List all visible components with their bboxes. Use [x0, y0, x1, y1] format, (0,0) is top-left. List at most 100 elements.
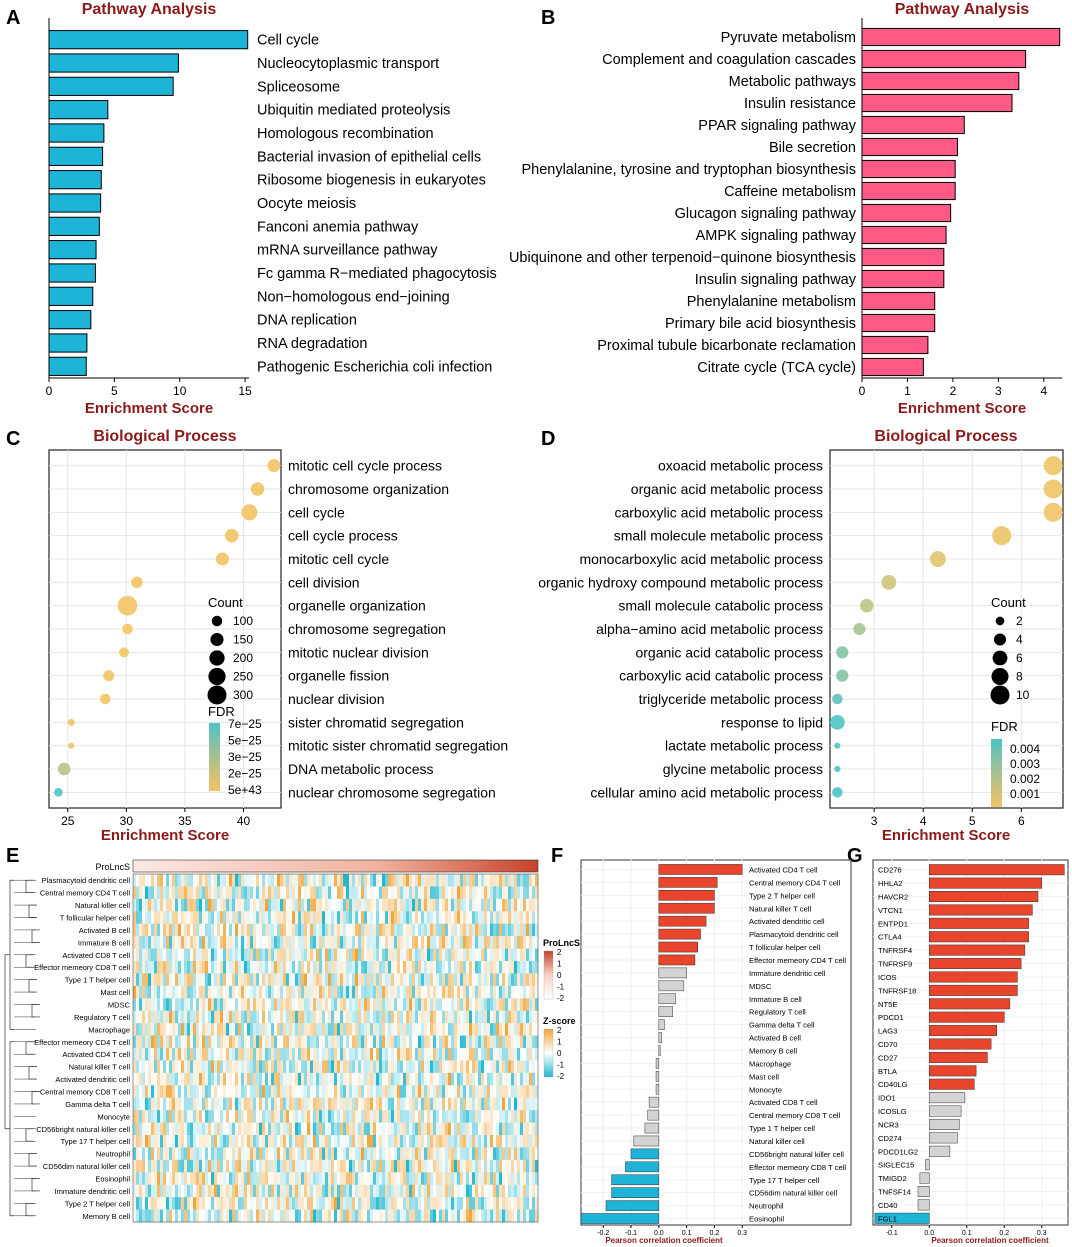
- heat-cell: [346, 1159, 350, 1173]
- heat-cell: [214, 1085, 218, 1099]
- heat-cell: [223, 1023, 227, 1036]
- heat-cell: [508, 874, 512, 887]
- heat-cell: [340, 1209, 344, 1223]
- heat-cell: [295, 1197, 299, 1210]
- data-point: [119, 647, 129, 658]
- heat-cell: [505, 1197, 509, 1210]
- heat-cell: [466, 1159, 470, 1173]
- heat-cell: [421, 1147, 425, 1161]
- heat-cell: [358, 1209, 362, 1223]
- heat-cell: [256, 961, 260, 974]
- heat-cell: [274, 1135, 278, 1148]
- row-label: Activated dendritic cell: [55, 1075, 130, 1084]
- heat-cell: [175, 874, 179, 887]
- heat-cell: [184, 1060, 188, 1074]
- heat-cell: [427, 1172, 431, 1186]
- heat-cell: [220, 1184, 224, 1198]
- heat-cell: [184, 1209, 188, 1223]
- heat-cell: [226, 874, 230, 887]
- heat-cell: [520, 1172, 524, 1186]
- heat-cell: [220, 1147, 224, 1161]
- heat-cell: [187, 961, 191, 974]
- heat-cell: [319, 1184, 323, 1198]
- data-point: [1043, 502, 1063, 522]
- heat-cell: [187, 898, 191, 912]
- heat-cell: [523, 874, 527, 887]
- heat-cell: [193, 898, 197, 912]
- heat-cell: [223, 1072, 227, 1086]
- heat-cell: [481, 1097, 485, 1111]
- heat-cell: [298, 898, 302, 912]
- heat-cell: [133, 874, 137, 887]
- heat-cell: [292, 985, 296, 999]
- heat-cell: [154, 1197, 158, 1210]
- heat-cell: [241, 998, 245, 1012]
- heat-cell: [511, 1172, 515, 1186]
- heat-cell: [418, 886, 422, 900]
- heat-cell: [343, 1060, 347, 1074]
- heat-cell: [481, 1035, 485, 1049]
- zscore-legend-tick: 2: [557, 1026, 562, 1035]
- heat-cell: [427, 1097, 431, 1111]
- heat-cell: [142, 1023, 146, 1036]
- heat-cell: [349, 1209, 353, 1223]
- heat-cell: [367, 1085, 371, 1099]
- heat-cell: [448, 1010, 452, 1024]
- size-legend-label: 250: [233, 670, 253, 684]
- heat-cell: [232, 1010, 236, 1024]
- heat-cell: [229, 1072, 233, 1086]
- heat-cell: [382, 1048, 386, 1061]
- heat-cell: [322, 1097, 326, 1111]
- heat-cell: [328, 1147, 332, 1161]
- heat-cell: [358, 1072, 362, 1086]
- heat-cell: [223, 1147, 227, 1161]
- heat-cell: [424, 936, 428, 949]
- bar: [861, 203, 952, 223]
- color-legend-title: FDR: [991, 719, 1018, 734]
- heat-cell: [322, 1122, 326, 1136]
- heat-cell: [196, 985, 200, 999]
- heat-cell: [517, 961, 521, 974]
- heat-cell: [157, 1110, 161, 1123]
- heat-cell: [223, 1048, 227, 1061]
- heat-cell: [448, 1172, 452, 1186]
- heat-cell: [313, 923, 317, 937]
- heat-cell: [154, 911, 158, 925]
- heat-cell: [187, 1097, 191, 1111]
- heat-cell: [520, 1110, 524, 1123]
- heat-cell: [439, 1172, 443, 1186]
- heat-cell: [268, 936, 272, 949]
- heat-cell: [502, 1159, 506, 1173]
- heat-cell: [367, 886, 371, 900]
- heat-cell: [469, 1159, 473, 1173]
- heat-cell: [328, 985, 332, 999]
- heat-cell: [418, 1035, 422, 1049]
- heat-cell: [184, 985, 188, 999]
- heat-cell: [217, 1097, 221, 1111]
- heat-cell: [199, 1159, 203, 1173]
- heat-cell: [505, 1010, 509, 1024]
- heat-cell: [532, 874, 536, 887]
- heat-cell: [409, 948, 413, 962]
- heat-cell: [178, 948, 182, 962]
- heat-cell: [493, 1135, 497, 1148]
- heat-cell: [271, 948, 275, 962]
- heat-cell: [490, 998, 494, 1012]
- heat-cell: [355, 1060, 359, 1074]
- heat-cell: [397, 1122, 401, 1136]
- heat-cell: [382, 1023, 386, 1036]
- heat-cell: [286, 1122, 290, 1136]
- heat-cell: [376, 1085, 380, 1099]
- heat-cell: [286, 1048, 290, 1061]
- heat-cell: [391, 948, 395, 962]
- heat-cell: [250, 985, 254, 999]
- heat-cell: [418, 1122, 422, 1136]
- heat-cell: [160, 961, 164, 974]
- heat-cell: [259, 1110, 263, 1123]
- heat-cell: [181, 1122, 185, 1136]
- category-label: Pathogenic Escherichia coli infection: [257, 359, 492, 375]
- heat-cell: [361, 948, 365, 962]
- heat-cell: [307, 1010, 311, 1024]
- heat-cell: [355, 1085, 359, 1099]
- heat-cell: [229, 936, 233, 949]
